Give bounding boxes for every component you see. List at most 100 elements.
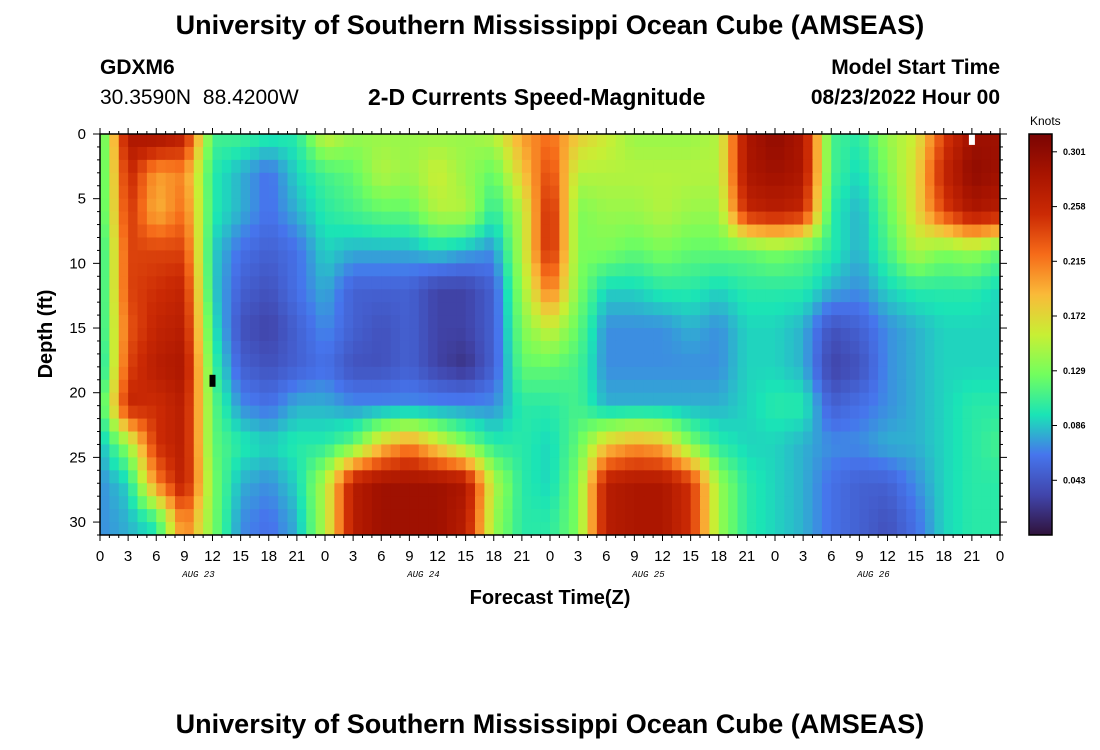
heatmap-cell (840, 276, 851, 290)
heatmap-cell (334, 366, 345, 381)
heatmap-cell (503, 328, 514, 342)
chart-title-top: University of Southern Mississippi Ocean… (175, 10, 925, 40)
heatmap-cell (709, 146, 720, 161)
heatmap-cell (418, 340, 429, 355)
heatmap-cell (250, 134, 260, 148)
heatmap-cell (221, 276, 232, 290)
heatmap-cell (343, 496, 354, 510)
heatmap-cell (953, 340, 964, 355)
heatmap-cell (109, 405, 120, 420)
heatmap-cell (943, 496, 954, 510)
heatmap-cell (793, 289, 804, 303)
heatmap-cell (503, 250, 514, 264)
heatmap-cell (559, 224, 570, 239)
heatmap-cell (943, 328, 954, 342)
heatmap-cell (812, 522, 823, 535)
heatmap-cell (465, 328, 476, 342)
heatmap-cell (334, 392, 345, 407)
heatmap-cell (587, 353, 598, 368)
heatmap-cell (203, 418, 214, 433)
heatmap-cell (887, 522, 898, 535)
heatmap-cell (493, 172, 504, 187)
heatmap-cell (259, 444, 270, 458)
heatmap-cell (203, 522, 214, 535)
heatmap-cell (943, 340, 954, 355)
heatmap-cell (793, 315, 804, 329)
heatmap-cell (400, 392, 410, 407)
heatmap-cell (381, 172, 392, 187)
heatmap-cell (250, 237, 260, 252)
heatmap-cell (475, 522, 485, 535)
heatmap-cell (550, 431, 560, 446)
heatmap-cell (428, 392, 439, 407)
heatmap-cell (615, 418, 626, 433)
heatmap-cell (521, 496, 532, 510)
heatmap-cell (643, 328, 654, 342)
heatmap-cell (615, 431, 626, 446)
heatmap-cell (765, 185, 776, 200)
heatmap-cell (175, 366, 185, 381)
heatmap-cell (896, 185, 907, 200)
heatmap-cell (606, 379, 617, 394)
heatmap-cell (428, 496, 439, 510)
heatmap-cell (831, 392, 842, 407)
colorbar-label: 0.301 (1063, 147, 1086, 157)
heatmap-cell (456, 211, 467, 226)
heatmap-cell (156, 237, 167, 252)
heatmap-cell (371, 353, 382, 368)
heatmap-cell (690, 302, 701, 316)
heatmap-cell (850, 250, 860, 264)
heatmap-cell (100, 250, 110, 264)
heatmap-cell (718, 379, 729, 394)
heatmap-cell (371, 224, 382, 239)
heatmap-cell (512, 418, 523, 433)
heatmap-cell (503, 159, 514, 174)
heatmap-cell (484, 418, 495, 433)
date-label: AUG 26 (856, 570, 890, 580)
heatmap-cell (756, 470, 767, 484)
heatmap-cell (165, 198, 176, 213)
heatmap-cell (559, 185, 570, 200)
heatmap-cell (653, 496, 664, 510)
heatmap-cell (418, 418, 429, 433)
heatmap-cell (756, 353, 767, 368)
heatmap-cell (756, 237, 767, 252)
heatmap-cell (493, 237, 504, 252)
heatmap-cell (118, 159, 129, 174)
heatmap-cell (578, 509, 589, 523)
heatmap-cell (493, 470, 504, 484)
heatmap-cell (362, 366, 373, 381)
heatmap-cell (118, 237, 129, 252)
heatmap-cell (456, 146, 467, 161)
heatmap-cell (259, 276, 270, 290)
heatmap-cell (878, 405, 889, 420)
heatmap-cell (859, 366, 870, 381)
heatmap-cell (925, 211, 935, 226)
heatmap-cell (137, 340, 148, 355)
heatmap-cell (128, 263, 139, 277)
heatmap-cell (859, 134, 870, 148)
heatmap-cell (343, 315, 354, 329)
heatmap-cell (859, 379, 870, 394)
heatmap-cell (709, 522, 720, 535)
heatmap-cell (746, 483, 757, 497)
heatmap-cell (953, 224, 964, 239)
heatmap-cell (212, 431, 223, 446)
heatmap-cell (100, 496, 110, 510)
heatmap-cell (606, 522, 617, 535)
heatmap-cell (606, 431, 617, 446)
heatmap-cell (943, 250, 954, 264)
heatmap-cell (118, 444, 129, 458)
heatmap-cell (690, 185, 701, 200)
heatmap-cell (109, 379, 120, 394)
heatmap-cell (625, 405, 635, 420)
heatmap-cell (737, 444, 748, 458)
heatmap-cell (175, 185, 185, 200)
heatmap-cell (109, 263, 120, 277)
heatmap-cell (409, 315, 420, 329)
heatmap-cell (353, 457, 364, 471)
heatmap-cell (381, 315, 392, 329)
heatmap-cell (212, 159, 223, 174)
heatmap-cell (325, 276, 335, 290)
x-tick-label: 12 (204, 548, 221, 565)
